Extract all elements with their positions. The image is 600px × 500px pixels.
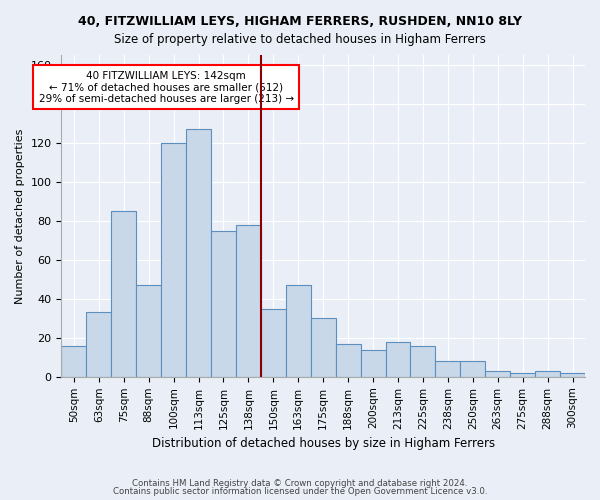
Bar	[436, 361, 460, 377]
Bar	[510, 373, 535, 377]
Bar	[136, 285, 161, 377]
Bar	[261, 308, 286, 377]
Bar	[311, 318, 335, 377]
Bar	[236, 224, 261, 377]
Bar	[560, 373, 585, 377]
Bar	[161, 143, 186, 377]
Text: 40, FITZWILLIAM LEYS, HIGHAM FERRERS, RUSHDEN, NN10 8LY: 40, FITZWILLIAM LEYS, HIGHAM FERRERS, RU…	[78, 15, 522, 28]
Bar	[286, 285, 311, 377]
Bar	[386, 342, 410, 377]
Bar	[335, 344, 361, 377]
Bar	[211, 230, 236, 377]
Bar	[186, 129, 211, 377]
Bar	[535, 371, 560, 377]
Bar	[485, 371, 510, 377]
Bar	[460, 361, 485, 377]
Text: Contains HM Land Registry data © Crown copyright and database right 2024.: Contains HM Land Registry data © Crown c…	[132, 478, 468, 488]
Bar	[410, 346, 436, 377]
Bar	[361, 350, 386, 377]
Bar	[61, 346, 86, 377]
Text: 40 FITZWILLIAM LEYS: 142sqm
← 71% of detached houses are smaller (512)
29% of se: 40 FITZWILLIAM LEYS: 142sqm ← 71% of det…	[38, 70, 293, 104]
Text: Size of property relative to detached houses in Higham Ferrers: Size of property relative to detached ho…	[114, 32, 486, 46]
X-axis label: Distribution of detached houses by size in Higham Ferrers: Distribution of detached houses by size …	[152, 437, 495, 450]
Y-axis label: Number of detached properties: Number of detached properties	[15, 128, 25, 304]
Bar	[86, 312, 111, 377]
Text: Contains public sector information licensed under the Open Government Licence v3: Contains public sector information licen…	[113, 487, 487, 496]
Bar	[111, 211, 136, 377]
